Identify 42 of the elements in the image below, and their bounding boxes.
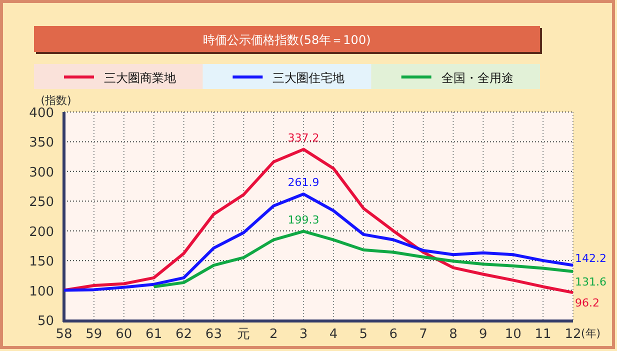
title-banner: 時価公示価格指数(58年＝100) [34,26,542,54]
legend-label: 全国・全用途 [441,71,514,85]
y-tick-label: 350 [29,136,54,151]
x-tick-label: 2 [269,327,278,342]
x-axis-title: (年) [581,327,601,340]
y-tick-label: 150 [29,254,54,270]
x-tick-label: 8 [449,327,458,342]
x-tick-label: 58 [56,327,72,342]
x-tick-label: 6 [389,327,398,342]
x-tick-label: 11 [534,327,552,342]
x-tick-label: 5 [359,327,368,342]
x-tick-label: 63 [205,327,222,342]
legend-item: 全国・全用途 [371,64,540,89]
annotation: 261.9 [288,176,320,190]
y-tick-label: 300 [29,165,54,180]
y-axis-title: (指数) [40,94,72,107]
y-tick-label: 100 [29,284,54,300]
annotation: 131.6 [575,276,606,289]
legend-label: 三大圏商業地 [104,71,176,85]
x-tick-label: 4 [329,327,338,342]
annotation: 199.3 [288,213,320,226]
annotation: 142.2 [575,252,606,266]
x-tick-label: 12 [564,327,582,342]
x-tick-label: 9 [479,327,488,342]
x-tick-label: 60 [116,327,132,342]
y-tick-label: 50 [37,314,54,329]
y-tick-label: 250 [29,195,54,210]
x-tick-label: 元 [237,327,250,342]
legend-item: 三大圏商業地 [34,64,203,89]
annotation: 96.2 [575,296,600,310]
y-tick-label: 400 [29,106,54,121]
x-tick-label: 3 [299,327,308,342]
x-tick-label: 62 [175,327,192,342]
legend-label: 三大圏住宅地 [272,71,345,85]
annotation: 337.2 [288,131,320,144]
x-tick-label: 61 [146,327,162,342]
y-tick-label: 200 [29,224,54,240]
chart-title: 時価公示価格指数(58年＝100) [203,33,371,47]
x-tick-label: 7 [419,327,428,342]
legend-item: 三大圏住宅地 [202,64,372,89]
x-tick-label: 10 [504,327,522,342]
x-tick-label: 59 [86,327,102,342]
